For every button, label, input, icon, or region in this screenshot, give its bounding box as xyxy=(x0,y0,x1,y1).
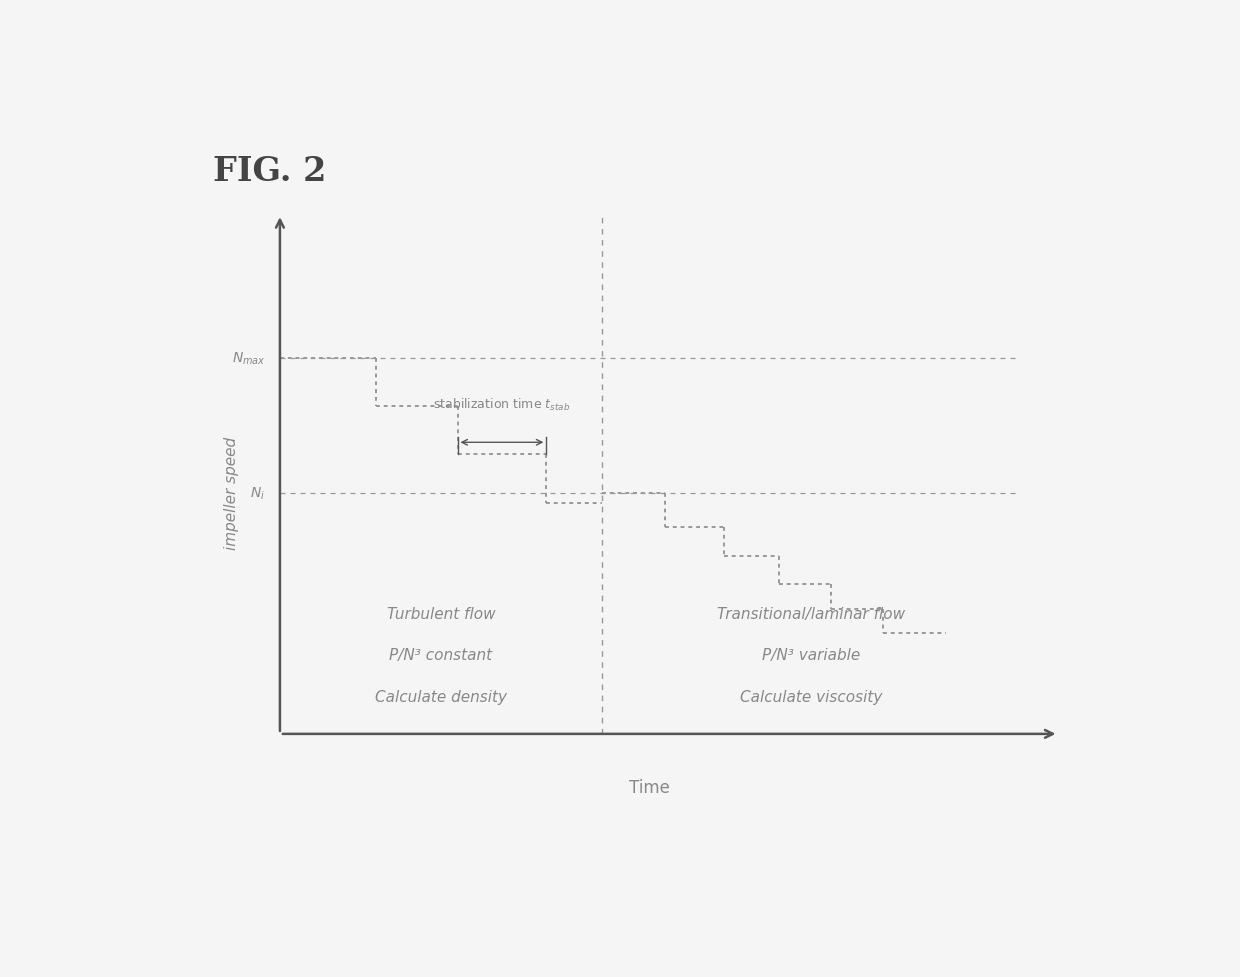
Text: FIG. 2: FIG. 2 xyxy=(213,155,326,188)
Text: P/N³ variable: P/N³ variable xyxy=(761,648,861,662)
Text: Transitional/laminar flow: Transitional/laminar flow xyxy=(717,607,905,621)
Text: stabilization time $t_{stab}$: stabilization time $t_{stab}$ xyxy=(433,397,570,413)
Text: Turbulent flow: Turbulent flow xyxy=(387,607,495,621)
Text: P/N³ constant: P/N³ constant xyxy=(389,648,492,662)
Text: $N_{max}$: $N_{max}$ xyxy=(232,351,265,366)
Text: Calculate density: Calculate density xyxy=(374,689,507,704)
Text: Time: Time xyxy=(630,778,671,796)
Text: Calculate viscosity: Calculate viscosity xyxy=(740,689,882,704)
Text: impeller speed: impeller speed xyxy=(224,437,239,550)
Text: $N_i$: $N_i$ xyxy=(250,486,265,501)
